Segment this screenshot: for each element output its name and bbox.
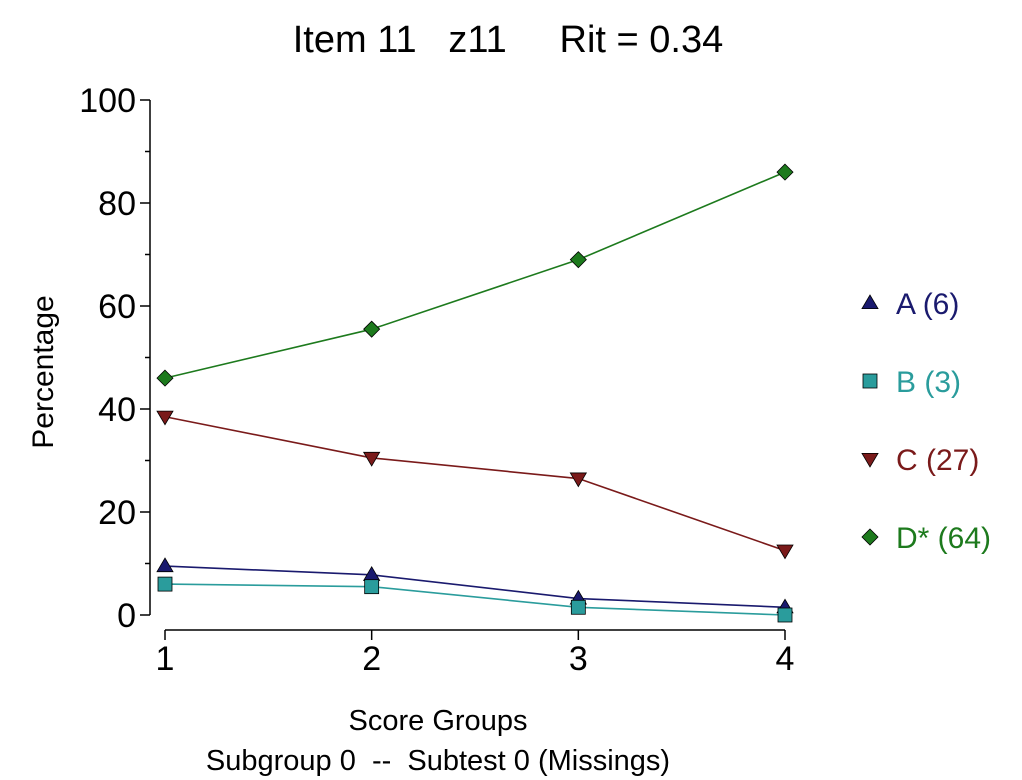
axes: 0 20 40 60 80 100 1 2 3 4 xyxy=(79,82,794,678)
data-point-b xyxy=(364,579,380,595)
legend-label-d: D* (64) xyxy=(896,522,991,555)
legend-item-d: D* (64) xyxy=(861,522,991,555)
data-point-d xyxy=(363,320,381,338)
chart-title: Item 11 z11 Rit = 0.34 xyxy=(293,19,724,61)
y-tick-label: 80 xyxy=(98,185,136,223)
data-point-c xyxy=(156,410,174,426)
legend-label-c: C (27) xyxy=(896,444,979,477)
data-point-b xyxy=(157,576,173,592)
x-axis-label: Score Groups xyxy=(349,705,528,737)
x-tick-label: 1 xyxy=(156,640,175,678)
data-point-b xyxy=(570,599,586,615)
legend-item-a: A (6) xyxy=(861,288,959,321)
legend-marker-b xyxy=(862,373,878,389)
legend-item-c: C (27) xyxy=(861,444,979,477)
data-point-d xyxy=(776,163,794,181)
data-point-b xyxy=(777,607,793,623)
y-axis-label: Percentage xyxy=(27,295,60,448)
legend-item-b: B (3) xyxy=(862,366,961,399)
series-line-d xyxy=(164,171,786,379)
legend-label-a: A (6) xyxy=(896,288,959,321)
x-axis-sublabel: Subgroup 0 -- Subtest 0 (Missings) xyxy=(206,745,670,777)
series-line-c xyxy=(164,415,786,552)
y-tick-label: 0 xyxy=(117,597,136,635)
x-tick-label: 4 xyxy=(776,640,795,678)
y-tick-label: 100 xyxy=(79,82,136,120)
data-point-c xyxy=(362,451,381,467)
y-tick-label: 60 xyxy=(98,288,136,326)
legend-marker-c xyxy=(861,452,879,468)
data-point-a xyxy=(362,566,381,581)
data-point-a xyxy=(156,557,174,573)
plot-area xyxy=(156,163,794,623)
x-tick-label: 3 xyxy=(569,640,588,678)
legend: A (6) B (3) C (27) D* (64) xyxy=(861,288,991,555)
data-point-c xyxy=(776,544,794,560)
x-tick-label: 2 xyxy=(362,640,381,678)
data-point-d xyxy=(156,369,174,387)
data-point-d xyxy=(569,251,587,269)
data-point-c xyxy=(569,472,588,488)
legend-marker-d xyxy=(861,528,879,546)
y-tick-label: 20 xyxy=(98,494,136,532)
y-tick-label: 40 xyxy=(98,391,136,429)
legend-label-b: B (3) xyxy=(896,366,961,399)
legend-marker-a xyxy=(861,294,879,310)
series-line-a xyxy=(164,565,786,609)
series-line-b xyxy=(164,583,786,616)
